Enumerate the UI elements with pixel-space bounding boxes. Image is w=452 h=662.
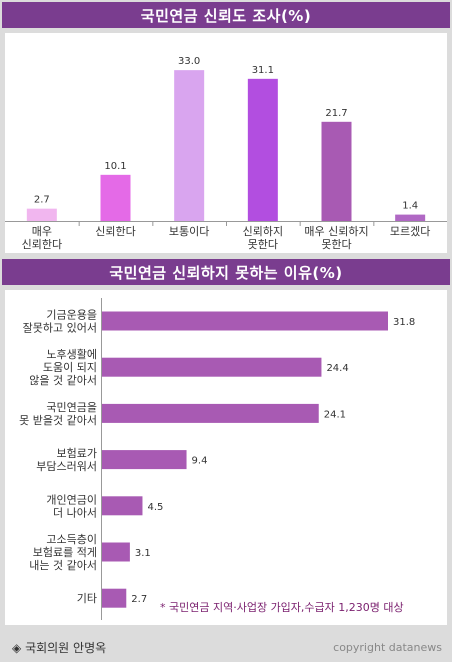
category-label: 보통이다 — [169, 225, 209, 238]
category-label: 신뢰하지 — [243, 224, 283, 238]
value-label: 2.7 — [131, 594, 147, 605]
value-label: 31.8 — [393, 317, 415, 328]
category-label: 국민연금을 — [46, 401, 97, 414]
category-label: 더 나아서 — [53, 506, 97, 519]
bar — [321, 121, 352, 221]
bar — [100, 174, 131, 221]
category-label: 노후생활에 — [46, 347, 97, 361]
category-label: 개인연금이 — [46, 493, 97, 506]
bar — [102, 542, 130, 562]
reasons-chart-panel: 31.8 기금운용을 잘못하고 있어서 24.4 노후생활에 도움이 되지 않을 것 같아서… — [5, 290, 447, 625]
category-label: 모르겠다 — [390, 225, 430, 238]
category-label: 신뢰한다 — [95, 225, 135, 238]
category-label: 못 받을것 같아서 — [19, 414, 97, 427]
diamond-icon: ◈ — [12, 641, 22, 655]
value-label: 2.7 — [34, 195, 50, 206]
category-label: 도움이 되지 — [43, 361, 97, 374]
category-label: 보험료를 적게 — [33, 546, 97, 559]
value-label: 24.4 — [326, 363, 348, 374]
trust-bar-chart: 2.7매우신뢰한다10.1신뢰한다33.0보통이다31.1신뢰하지못한다21.7… — [5, 56, 447, 251]
bar — [247, 78, 278, 221]
bar — [102, 357, 322, 377]
category-label: 신뢰한다 — [22, 238, 62, 251]
category-label: 매우 — [32, 225, 52, 238]
trust-chart-title: 국민연금 신뢰도 조사(%) — [2, 2, 450, 28]
category-label: 내는 것 같아서 — [29, 559, 97, 572]
value-label: 3.1 — [135, 548, 151, 559]
category-label: 않을 것 같아서 — [29, 374, 97, 387]
category-label: 고소득층이 — [46, 533, 97, 546]
value-label: 24.1 — [324, 409, 346, 420]
value-label: 10.1 — [104, 161, 126, 172]
bar — [26, 208, 57, 221]
source-credit: ◈ 국회의원 안명옥 — [12, 639, 106, 656]
category-label: 잘못하고 있어서 — [23, 321, 97, 335]
bar — [102, 496, 143, 516]
copyright: copyright datanews — [333, 641, 442, 654]
survey-note: * 국민연금 지역·사업장 가입자,수급자 1,230명 대상 — [160, 601, 404, 614]
value-label: 9.4 — [192, 456, 208, 467]
category-label: 못한다 — [248, 238, 278, 251]
category-label: 못한다 — [321, 238, 351, 251]
category-label: 보험료가 — [57, 447, 97, 460]
value-label: 21.7 — [325, 108, 347, 119]
value-label: 4.5 — [147, 502, 163, 513]
bar — [102, 588, 127, 608]
bar — [102, 311, 388, 331]
value-label: 1.4 — [402, 201, 418, 212]
category-label: 매우 신뢰하지 — [304, 224, 368, 238]
bar — [174, 70, 205, 221]
category-label: 기금운용을 — [46, 309, 97, 322]
trust-chart-panel: 2.7 매우 신뢰한다 10.1 신뢰한다 33.0 보통이다 31.1 신뢰하지 못한다 21.7… — [5, 33, 447, 253]
value-label: 33.0 — [178, 56, 200, 67]
category-label: 기타 — [77, 592, 97, 605]
reasons-chart-title: 국민연금 신뢰하지 못하는 이유(%) — [2, 259, 450, 285]
value-label: 31.1 — [252, 65, 274, 76]
source-text: 국회의원 안명옥 — [25, 641, 107, 655]
bar — [102, 450, 187, 470]
bar — [395, 214, 426, 221]
category-label: 부담스러워서 — [36, 460, 97, 473]
bar — [102, 403, 319, 423]
